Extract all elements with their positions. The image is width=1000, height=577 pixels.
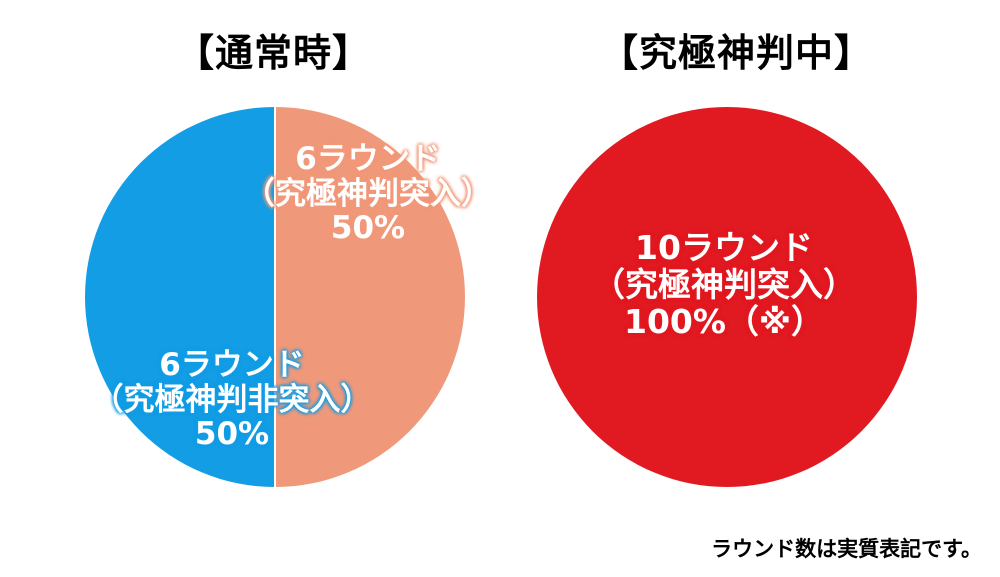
chart-title-kyukyoku: 【究極神判中】 [600, 31, 874, 75]
slice-label-kyukyoku-desc: （究極神判突入） [592, 264, 856, 304]
slice-label-enter-value: 50% [330, 210, 406, 247]
slice-no-enter [85, 107, 275, 487]
slice-kyukyoku [537, 107, 917, 487]
slice-enter [275, 107, 465, 487]
slice-label-no-enter-desc: （究極神判非突入） [92, 381, 372, 418]
slice-label-kyukyoku-rounds: 10ラウンド [635, 228, 813, 267]
footnote: ラウンド数は実質表記です。 [711, 537, 982, 561]
slice-label-kyukyoku-value: 100%（※） [623, 301, 825, 341]
slice-label-enter-desc: （究極神判突入） [244, 175, 492, 212]
slice-label-no-enter: 6ラウンド （究極神判非突入） 50% [93, 348, 372, 452]
slice-label-enter: 6ラウンド （究極神判突入） 50% [244, 142, 492, 246]
chart-title-normal: 【通常時】 [176, 31, 372, 75]
slice-label-no-enter-value: 50% [194, 416, 270, 453]
slice-label-enter-rounds: 6ラウンド [295, 141, 441, 177]
slice-label-no-enter-rounds: 6ラウンド [159, 347, 305, 383]
slice-label-kyukyoku: 10ラウンド （究極神判突入） 100%（※） [592, 228, 856, 341]
